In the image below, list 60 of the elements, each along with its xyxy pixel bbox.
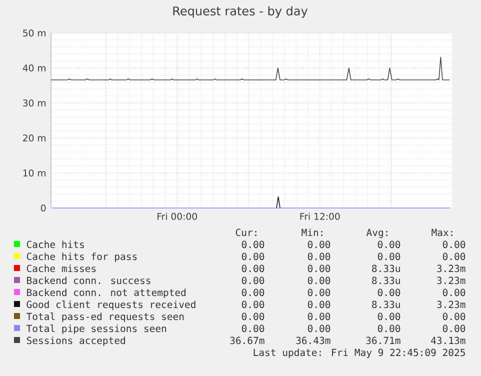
text: 0.00 (308, 264, 330, 272)
text: 0.00 (242, 252, 264, 260)
text: 0.00 (308, 276, 330, 284)
x-tick-label: Fri 12:00 (300, 212, 340, 220)
text: 0.00 (308, 252, 330, 260)
text: Max: (432, 228, 452, 236)
text: 3.23m (437, 264, 466, 272)
legend-label: Backend conn. success (27, 276, 150, 284)
text: 0.00 (242, 300, 264, 308)
text: 36.67m (230, 336, 264, 344)
y-tick-label: 30 m (23, 99, 46, 107)
y-tick-label: 10 m (23, 169, 46, 177)
text: 0.00 (442, 288, 466, 296)
text: 3.23m (437, 276, 466, 284)
text: 0.00 (308, 288, 330, 296)
legend-label: Total pass-ed requests seen (26, 312, 184, 322)
text: 0.00 (242, 324, 264, 332)
line-series (50, 56, 450, 80)
text: 0.00 (242, 264, 264, 272)
legend-label: Sessions accepted (26, 336, 125, 346)
text: 8.33u (372, 264, 400, 272)
text: 0.00 (242, 276, 264, 284)
y-tick-label: 40 m (22, 64, 46, 72)
text: 0.00 (308, 240, 330, 248)
text: 0.00 (442, 324, 466, 332)
text: 0.00 (378, 312, 400, 320)
text: 0.00 (378, 252, 400, 260)
text: 36.71m (366, 336, 400, 344)
text: Avg: (366, 228, 388, 238)
chart-title: Request rates - by day (173, 6, 308, 18)
text: 0.00 (442, 312, 466, 320)
text: 0.00 (308, 312, 330, 320)
legend-label: Good client requests received (26, 300, 196, 310)
text: 0.00 (378, 324, 400, 332)
text: 0.00 (378, 240, 400, 248)
text: 3.23m (437, 300, 466, 308)
y-tick-label: 50 m (23, 29, 46, 37)
text: 0.00 (442, 252, 466, 260)
text: 8.33u (372, 276, 400, 284)
text: 8.33u (372, 300, 400, 308)
legend-label: Total pipe sessions seen (26, 324, 166, 334)
text: Cur: (236, 228, 256, 236)
text: 0.00 (242, 312, 264, 320)
legend-label: Cache hits (26, 240, 84, 248)
legend-label: Cache hits for pass (26, 252, 137, 262)
text: Last update: Fri May 9 22:45:09 2025 (254, 348, 465, 358)
legend-label: Cache misses (26, 264, 96, 272)
text: 43.13m (431, 336, 466, 344)
y-tick-label: 0 (40, 204, 46, 212)
text: 0.00 (378, 288, 400, 296)
text: 36.43m (296, 336, 330, 344)
legend-label: Backend conn. not attempted (27, 288, 186, 298)
text: Min: (302, 228, 322, 236)
y-tick-label: 20 m (23, 134, 46, 142)
text: 0.00 (308, 324, 330, 332)
text: 0.00 (308, 300, 330, 308)
text: 0.00 (442, 240, 466, 248)
x-tick-label: Fri 00:00 (158, 212, 197, 220)
text: 0.00 (242, 240, 264, 248)
text: 0.00 (242, 288, 264, 296)
